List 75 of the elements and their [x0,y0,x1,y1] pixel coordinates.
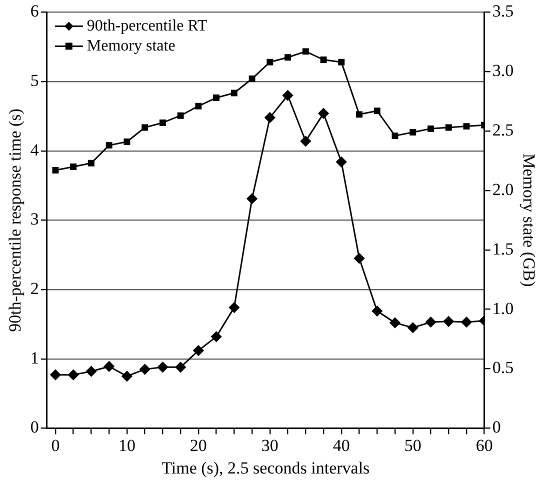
y-axis-title: 90th-percentile response time (s) [6,108,25,332]
point [68,370,79,380]
point [106,142,112,149]
point [336,156,347,168]
point [284,54,292,61]
y2-tick-label: 3.0 [492,61,514,80]
y2-tick-label: 2.5 [492,120,514,140]
point [88,160,94,166]
point [410,129,416,136]
y-tick-label: 1 [30,348,39,368]
point [338,58,345,66]
point [372,306,382,316]
y2-tick-label: 0.5 [492,358,514,378]
point [177,112,184,119]
point [461,316,472,328]
y-tick-label: 0 [30,418,39,437]
y2-axis-title: Memory state (GB) [519,154,538,287]
point [140,364,150,375]
y-tick-label: 2 [30,279,39,298]
y-tick-label: 4 [30,140,40,160]
point [211,331,222,342]
point [104,361,114,372]
y2-tick-label: 3.5 [492,2,514,21]
point [463,123,470,130]
y-tick-label: 6 [30,2,39,21]
point [142,124,148,131]
y2-tick-label: 2.0 [492,180,514,199]
point [320,56,327,63]
x-tick-label: 10 [118,436,136,455]
point [428,125,434,132]
x-tick-label: 0 [51,436,60,455]
point [302,48,309,55]
y2-tick-label: 1.0 [492,298,514,318]
point [175,362,186,372]
x-tick-label: 40 [332,436,350,455]
x-tick-label: 30 [261,436,278,455]
point [86,366,96,377]
point [122,370,132,382]
y-tick-label: 5 [30,71,39,90]
point [159,120,166,126]
point [356,111,362,118]
point [228,302,240,313]
legend-label: Memory state [86,37,176,54]
point [282,90,294,101]
point [374,108,380,114]
point [248,76,256,82]
point [392,132,398,140]
point [213,94,220,101]
legend-label: 90th-percentile RT [86,17,208,34]
point [52,167,59,174]
point [445,124,452,131]
point [157,362,168,372]
point [70,163,77,170]
point [408,322,418,333]
point [425,316,436,328]
point [300,136,311,146]
x-tick-label: 20 [190,436,207,455]
point [390,318,400,328]
y-tick-label: 3 [30,210,39,229]
point [246,193,258,204]
point [230,90,238,96]
point [193,345,204,356]
point [443,316,454,327]
point [264,112,276,123]
point [50,370,61,380]
point [195,102,202,110]
y2-tick-label: 1.5 [492,239,514,258]
point [124,138,130,145]
point [266,58,274,66]
point [354,253,365,264]
x-axis-title: Time (s), 2.5 seconds intervals [162,458,370,478]
y2-tick-label: 0 [492,418,501,437]
x-tick-label: 60 [476,436,493,455]
point [318,108,329,119]
x-tick-label: 50 [404,436,422,455]
